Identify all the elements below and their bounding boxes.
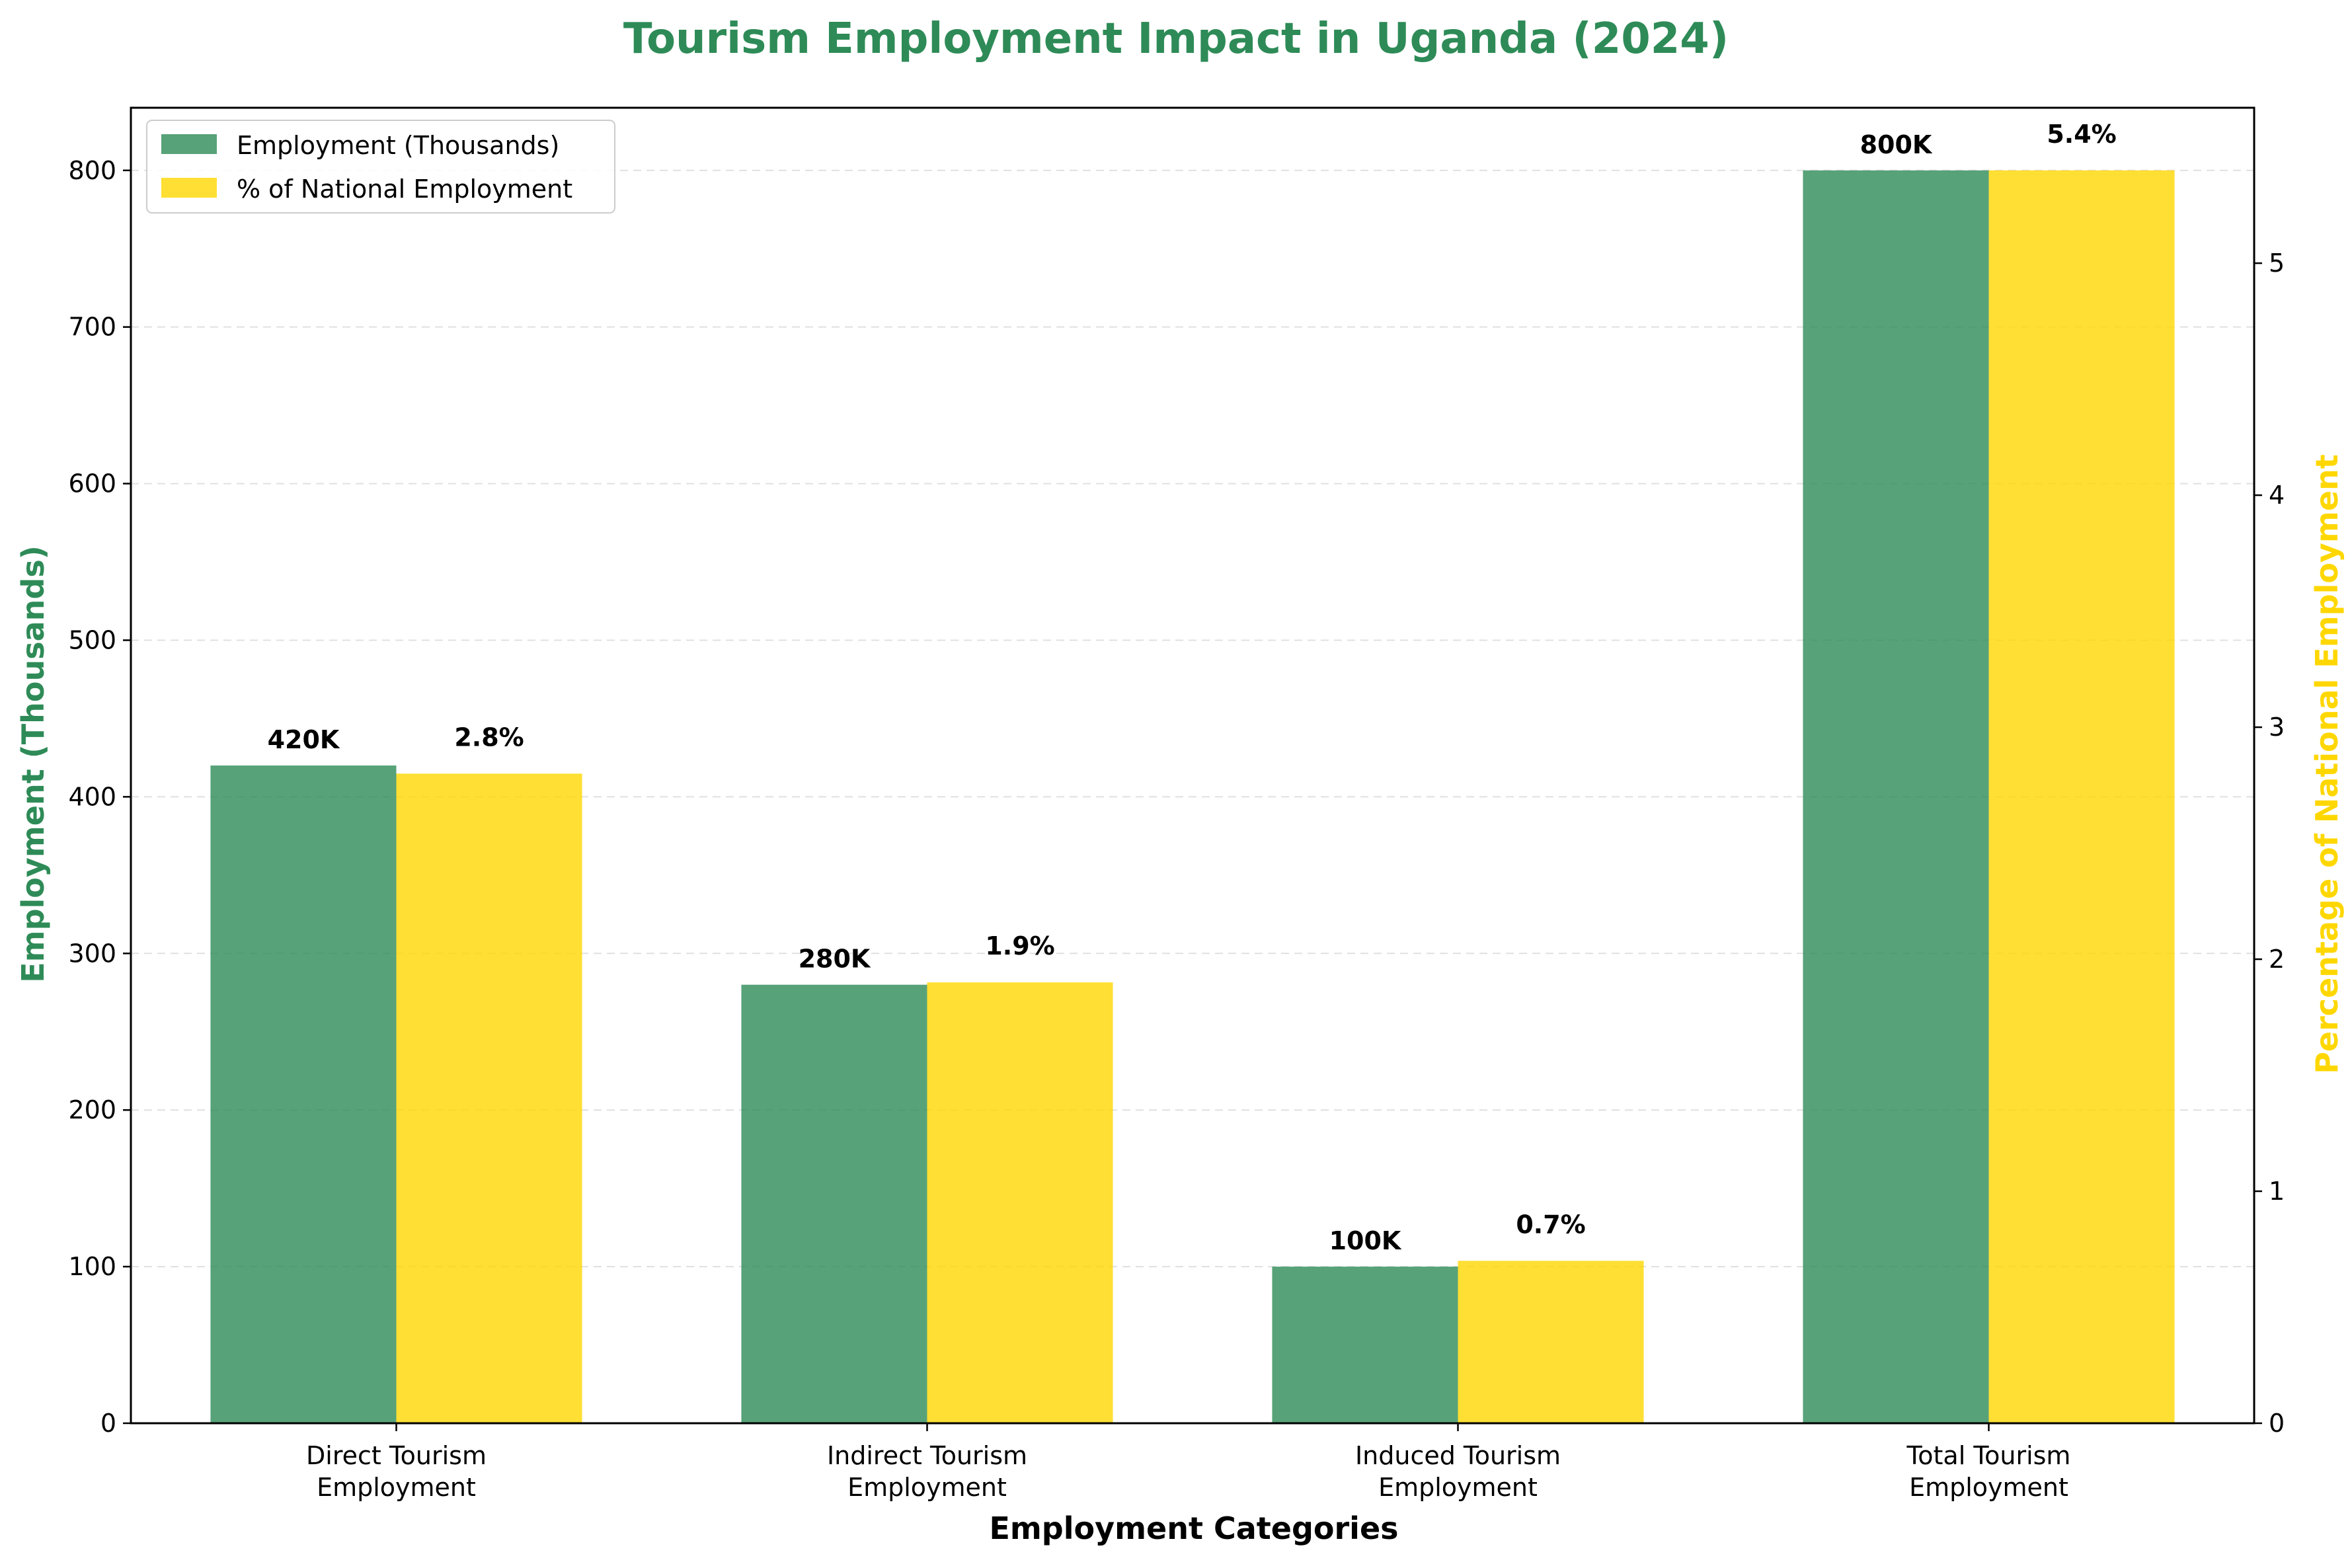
x-tick-label-line: Total Tourism xyxy=(1906,1441,2071,1470)
legend-swatch-percentage xyxy=(161,178,217,198)
y-axis-label: Employment (Thousands) xyxy=(15,545,51,983)
y2-tick-label: 1 xyxy=(2269,1177,2285,1206)
chart-title: Tourism Employment Impact in Uganda (202… xyxy=(623,15,1729,63)
plot-frame xyxy=(130,106,2255,1425)
x-tick-label-line: Employment xyxy=(1909,1473,2068,1502)
bar-employment xyxy=(741,984,927,1423)
bar-percentage xyxy=(927,982,1113,1423)
x-axis-label: Employment Categories xyxy=(989,1510,1398,1546)
bar-percentage xyxy=(396,773,582,1423)
y2-axis-label: Percentage of National Employment xyxy=(2309,454,2345,1074)
data-label-percentage: 2.8% xyxy=(454,723,524,752)
x-tick-label: Total Tourism Employment xyxy=(1906,1441,2071,1502)
bar-employment xyxy=(1272,1267,1458,1423)
y2-tick-label: 4 xyxy=(2269,481,2285,510)
x-tick-label-line: Employment xyxy=(847,1473,1007,1502)
x-tick-label-line: Employment xyxy=(1378,1473,1538,1502)
x-tick-label-line: Induced Tourism xyxy=(1355,1441,1561,1470)
legend-label-percentage: % of National Employment xyxy=(237,175,572,204)
legend-frame xyxy=(146,120,615,214)
bars-layer xyxy=(210,170,2175,1423)
legend: Employment (Thousands) % of National Emp… xyxy=(146,120,615,214)
bar-percentage xyxy=(1988,170,2175,1423)
bar-percentage xyxy=(1458,1261,1644,1423)
y-tick-label: 800 xyxy=(68,156,116,185)
y-tick-label: 300 xyxy=(68,939,116,968)
data-label-employment: 800K xyxy=(1860,130,1933,159)
y-tick-label: 700 xyxy=(68,313,116,342)
y2-tick-label: 0 xyxy=(2269,1409,2285,1438)
grid-layer xyxy=(131,169,2254,1268)
y2-tick-label: 5 xyxy=(2269,249,2285,278)
x-tick-label: Indirect Tourism Employment xyxy=(827,1441,1027,1502)
legend-label-employment: Employment (Thousands) xyxy=(237,131,559,160)
data-label-percentage: 5.4% xyxy=(2047,120,2116,149)
x-tick-label-line: Employment xyxy=(317,1473,476,1502)
y-tick-label: 0 xyxy=(100,1409,116,1438)
data-label-employment: 420K xyxy=(268,725,340,754)
y-tick-label: 500 xyxy=(68,625,116,654)
data-label-percentage: 1.9% xyxy=(985,931,1054,960)
x-tick-label-line: Direct Tourism xyxy=(306,1441,487,1470)
y-tick-label: 400 xyxy=(68,782,116,811)
y2-tick-label: 3 xyxy=(2269,713,2285,742)
x-tick-label: Induced Tourism Employment xyxy=(1355,1441,1561,1502)
y-tick-label: 600 xyxy=(68,469,116,498)
labels-layer: 420K 2.8% 280K 1.9% 100K 0.7% 800K 5.4% xyxy=(268,120,2117,1255)
y2-tick-label: 2 xyxy=(2269,945,2285,974)
data-label-employment: 100K xyxy=(1329,1226,1402,1255)
y-tick-label: 100 xyxy=(68,1252,116,1281)
bar-employment xyxy=(1803,170,1989,1423)
y-tick-label: 200 xyxy=(68,1095,116,1124)
data-label-employment: 280K xyxy=(799,945,871,974)
legend-swatch-employment xyxy=(161,134,217,154)
bar-employment xyxy=(210,765,397,1423)
x-tick-label-line: Indirect Tourism xyxy=(827,1441,1027,1470)
data-label-percentage: 0.7% xyxy=(1516,1210,1585,1239)
x-tick-label: Direct Tourism Employment xyxy=(306,1441,487,1502)
